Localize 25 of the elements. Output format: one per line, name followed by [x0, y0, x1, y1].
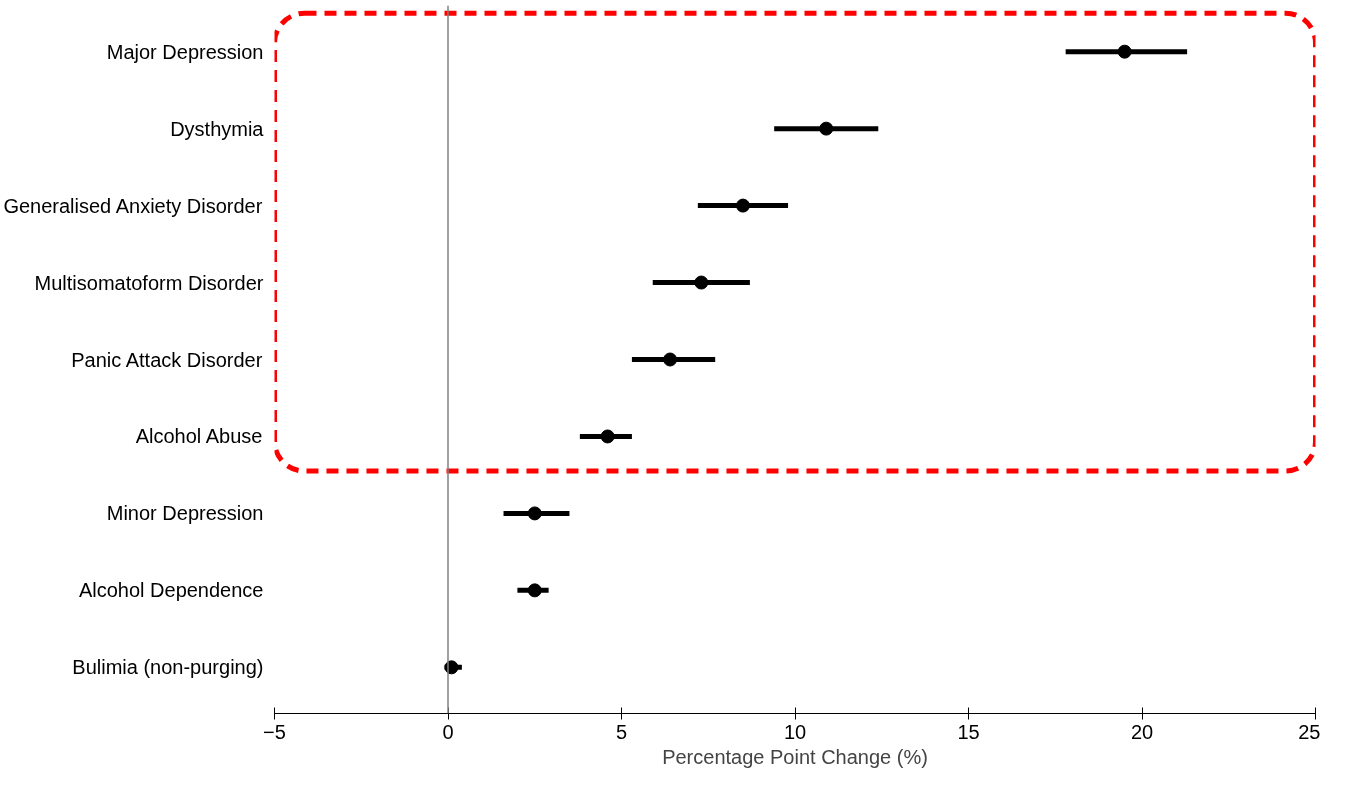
point	[527, 583, 542, 598]
x-tick-label: 25	[1298, 720, 1321, 743]
point	[1117, 44, 1132, 59]
point	[527, 506, 542, 521]
y-tick-label: Panic Attack Disorder	[71, 348, 263, 371]
y-tick-label: Alcohol Abuse	[135, 425, 263, 448]
y-tick-label: Generalised Anxiety Disorder	[3, 194, 263, 217]
y-tick-label: Alcohol Dependence	[78, 579, 264, 602]
x-tick-label: 0	[442, 720, 454, 743]
x-axis-title: Percentage Point Change (%)	[662, 745, 928, 768]
x-tick-label: 10	[783, 720, 807, 743]
x-tick-label: −5	[263, 720, 286, 743]
x-tick-label: 15	[957, 720, 980, 743]
point	[694, 275, 709, 290]
x-tick-label: 20	[1130, 720, 1154, 743]
y-tick-label: Multisomatoform Disorder	[34, 271, 264, 294]
point	[819, 121, 834, 136]
y-tick-label: Minor Depression	[106, 502, 264, 525]
y-tick-label: Dysthymia	[170, 117, 265, 140]
y-tick-label: Bulimia (non-purging)	[72, 656, 264, 679]
x-tick-label: 5	[615, 720, 628, 743]
point	[663, 352, 678, 367]
y-tick-label: Major Depression	[106, 40, 264, 63]
point	[600, 429, 615, 444]
point	[735, 198, 750, 213]
